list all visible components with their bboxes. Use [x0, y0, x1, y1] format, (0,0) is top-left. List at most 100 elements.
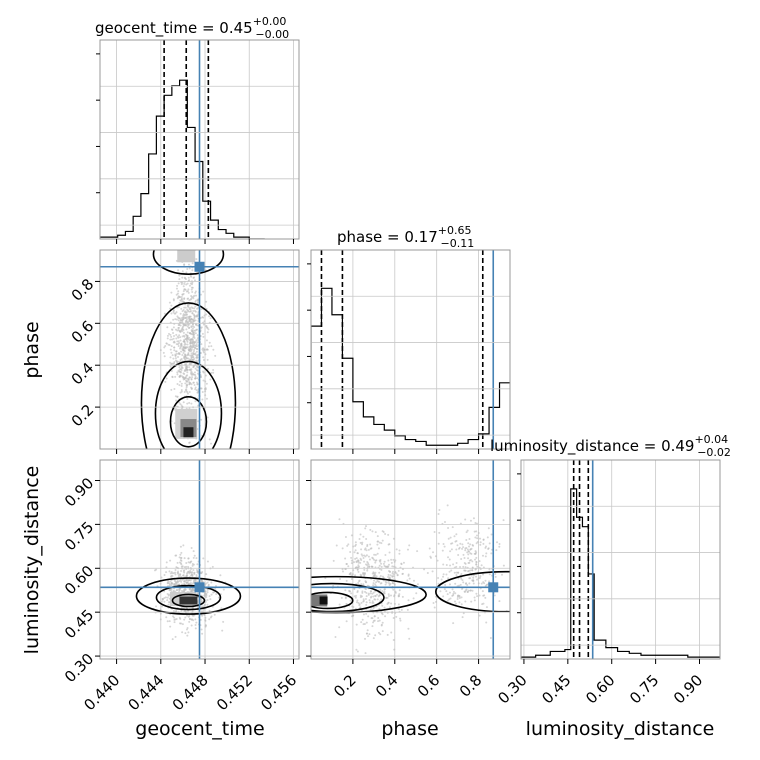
sample-point	[358, 537, 361, 540]
sample-point	[360, 621, 363, 624]
sample-point	[188, 336, 191, 339]
sample-point	[188, 579, 191, 582]
sample-point	[368, 633, 371, 636]
sample-point	[188, 376, 191, 379]
sample-point	[196, 307, 199, 310]
sample-point	[371, 625, 374, 628]
sample-point	[407, 573, 410, 576]
sample-point	[190, 295, 193, 298]
sample-point	[479, 576, 482, 579]
sample-point	[361, 543, 364, 546]
sample-point	[175, 583, 178, 586]
sample-point	[366, 629, 369, 632]
sample-point	[204, 390, 207, 393]
sample-point	[187, 615, 190, 618]
sample-point	[434, 555, 437, 558]
sample-point	[460, 573, 463, 576]
sample-point	[398, 552, 401, 555]
sample-point	[460, 577, 463, 580]
sample-point	[467, 542, 470, 545]
sample-point	[335, 544, 338, 547]
sample-point	[191, 327, 194, 330]
sample-point	[169, 575, 172, 578]
sample-point	[170, 369, 173, 372]
sample-point	[472, 517, 475, 520]
sample-point	[386, 596, 389, 599]
sample-point	[176, 284, 179, 287]
sample-point	[356, 599, 359, 602]
sample-point	[490, 533, 493, 536]
sample-point	[187, 565, 190, 568]
sample-point	[340, 596, 343, 599]
sample-point	[165, 377, 168, 380]
sample-point	[364, 563, 367, 566]
sample-point	[175, 337, 178, 340]
sample-point	[169, 348, 172, 351]
sample-point	[177, 352, 180, 355]
sample-point	[183, 566, 186, 569]
sample-point	[166, 582, 169, 585]
sample-point	[180, 307, 183, 310]
sample-point	[481, 554, 484, 557]
sample-point	[192, 381, 195, 384]
sample-point	[190, 370, 193, 373]
sample-point	[399, 619, 402, 622]
sample-point	[469, 543, 472, 546]
sample-point	[373, 579, 376, 582]
sample-point	[204, 625, 207, 628]
sample-point	[374, 561, 377, 564]
sample-point	[362, 535, 365, 538]
sample-point	[338, 518, 341, 521]
sample-point	[432, 551, 435, 554]
sample-point	[502, 564, 505, 567]
sample-point	[371, 617, 374, 620]
sample-point	[176, 315, 179, 318]
sample-point	[195, 350, 198, 353]
sample-point	[189, 571, 192, 574]
sample-point	[217, 596, 220, 599]
sample-point	[163, 590, 166, 593]
sample-point	[176, 292, 179, 295]
sample-point	[209, 598, 212, 601]
sample-point	[367, 635, 370, 638]
sample-point	[171, 574, 174, 577]
sample-point	[354, 541, 357, 544]
sample-point	[366, 560, 369, 563]
sample-point	[187, 317, 190, 320]
sample-point	[443, 588, 446, 591]
sample-point	[376, 593, 379, 596]
sample-point	[180, 580, 183, 583]
sample-point	[485, 583, 488, 586]
sample-point	[205, 594, 208, 597]
sample-point	[461, 579, 464, 582]
sample-point	[378, 580, 381, 583]
sample-point	[176, 561, 179, 564]
sample-point	[183, 372, 186, 375]
sample-point	[189, 346, 192, 349]
sample-point	[380, 542, 383, 545]
sample-point	[377, 616, 380, 619]
sample-point	[190, 338, 193, 341]
sample-point	[513, 517, 515, 519]
sample-point	[173, 361, 176, 364]
sample-point	[393, 583, 396, 586]
sample-point	[183, 314, 186, 317]
sample-point	[487, 527, 490, 530]
sample-point	[475, 530, 478, 533]
sample-point	[184, 278, 187, 281]
sample-point	[186, 305, 189, 308]
sample-point	[169, 333, 172, 336]
sample-point	[397, 569, 400, 572]
sample-point	[182, 544, 185, 547]
sample-point	[205, 582, 208, 585]
sample-point	[204, 616, 207, 619]
panel-border-hist-1	[310, 249, 511, 450]
sample-point	[362, 583, 365, 586]
panels: 0.30 0.45 0.60 0.75 0.900.20.40.60.80.440 0.4…	[61, 39, 721, 714]
sample-point	[190, 329, 193, 332]
sample-point	[165, 566, 168, 569]
sample-point	[457, 577, 460, 580]
sample-point	[383, 560, 386, 563]
sample-point	[183, 276, 186, 279]
sample-point	[181, 318, 184, 321]
